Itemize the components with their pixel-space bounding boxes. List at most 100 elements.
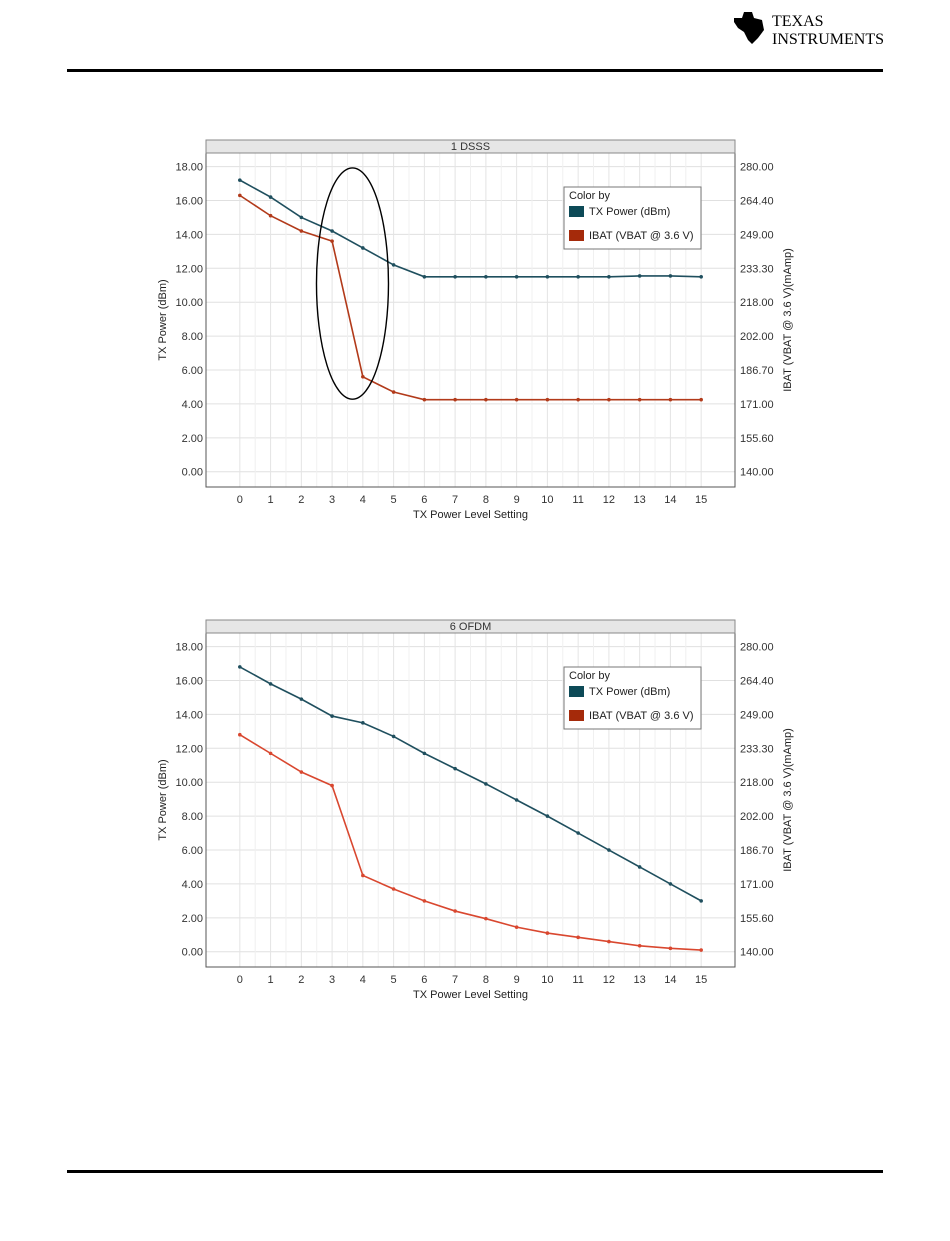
chart-1-y2tick-label: 218.00 — [740, 297, 774, 309]
chart-1-series-0-point — [238, 178, 242, 182]
chart-2-series-1-point — [238, 732, 242, 737]
chart-2-ytick-label: 2.00 — [182, 913, 203, 925]
chart-2-series-0-point — [514, 798, 519, 802]
chart-2-legend-label-1: IBAT (VBAT @ 3.6 V) — [589, 710, 694, 722]
chart-1-ytick-label: 18.00 — [175, 162, 203, 174]
chart-2-xtick-label: 6 — [421, 974, 427, 986]
chart-1-title: 1 DSSS — [451, 141, 490, 153]
chart-1-series-1-point — [607, 397, 611, 402]
chart-1-xtick-label: 11 — [572, 494, 583, 506]
chart-1-series-0-point — [391, 263, 396, 267]
chart-2-series-0-line — [239, 666, 702, 902]
chart-2-y2tick-label: 155.60 — [740, 913, 774, 925]
chart-2-legend-title: Color by — [569, 670, 610, 682]
chart-2-ytick-label: 18.00 — [175, 642, 203, 654]
chart-1-series-1-point — [238, 193, 242, 198]
logo-text-instruments: INSTRUMENTS — [772, 31, 884, 48]
chart-1-title-bar — [205, 139, 736, 154]
chart-2-series-1-point — [576, 935, 580, 940]
chart-2-series-0-point — [391, 734, 396, 739]
chart-2-xtick-label: 9 — [514, 974, 520, 986]
chart-1-series-1-point — [299, 229, 304, 233]
chart-2-series-0-point — [330, 714, 334, 718]
chart-2-ytick-label: 6.00 — [182, 845, 203, 857]
chart-2-y2tick-label: 280.00 — [740, 642, 774, 654]
chart-2-xtick-label: 15 — [695, 974, 707, 986]
chart-2-series-1-point — [699, 948, 703, 952]
chart-1-xtick-label: 10 — [541, 494, 553, 506]
chart-1-y2tick-label: 171.00 — [740, 399, 774, 411]
chart-2-series-1-point — [668, 946, 673, 951]
chart-1-ytick-label: 12.00 — [175, 263, 203, 275]
chart-1-xtick-label: 13 — [634, 494, 646, 506]
chart-1-series-1-point — [545, 397, 550, 402]
chart-1-xtick-label: 4 — [360, 494, 366, 506]
chart-1-series-0-point — [299, 215, 304, 220]
chart-2-ytick-label: 12.00 — [175, 743, 203, 755]
chart-1-series-0-point — [422, 274, 427, 279]
chart-2-title: 6 OFDM — [450, 621, 492, 633]
chart-2-y2tick-label: 202.00 — [740, 811, 774, 823]
chart-2-series-0-point — [268, 682, 273, 686]
chart-2-y2tick-label: 186.70 — [740, 845, 774, 857]
chart-1-ytick-label: 16.00 — [175, 195, 203, 207]
chart-1-xtick-label: 12 — [603, 494, 615, 506]
chart-2-series-0-point — [668, 882, 673, 886]
chart-2-ytick-label: 4.00 — [182, 879, 203, 891]
chart-2-xtick-label: 5 — [391, 974, 397, 986]
chart-2-series-1-point — [514, 925, 519, 929]
chart-1-series-0-point — [514, 274, 519, 279]
chart-2-xtick-label: 13 — [634, 974, 646, 986]
chart-2-series-1-point — [422, 899, 427, 903]
chart-1-series-1-point — [422, 397, 427, 402]
chart-1-series-1-point — [576, 397, 580, 402]
chart-2-ytick-label: 10.00 — [175, 777, 203, 789]
chart-1-series-0-point — [699, 274, 703, 279]
chart-2-y2tick-label: 171.00 — [740, 879, 774, 891]
chart-2-y2tick-label: 233.30 — [740, 743, 774, 755]
chart-1-xtick-label: 3 — [329, 494, 335, 506]
ti-state-icon — [734, 12, 764, 44]
chart-2-series-0-point — [453, 766, 457, 771]
chart-1-xtick-label: 1 — [268, 494, 274, 506]
chart-2-series-1-point — [391, 887, 396, 891]
chart-1-series-0-point — [637, 274, 642, 278]
chart-2-xtick-label: 12 — [603, 974, 615, 986]
chart-2-xtick-label: 0 — [237, 974, 243, 986]
chart-2-y2tick-label: 249.00 — [740, 709, 774, 721]
chart-1-xtick-label: 2 — [298, 494, 304, 506]
chart-1-y2label: IBAT (VBAT @ 3.6 V)(mAmp) — [782, 248, 794, 392]
chart-1-ytick-label: 10.00 — [175, 297, 203, 309]
chart-2-legend-swatch-1 — [569, 710, 584, 721]
chart-2-series-1-point — [607, 939, 611, 944]
chart-1-series-0-point — [668, 274, 673, 278]
chart-1-legend-swatch-1 — [569, 230, 584, 241]
chart-1-xtick-label: 0 — [237, 494, 243, 506]
chart-2-xtick-label: 2 — [298, 974, 304, 986]
chart-6-ofdm: 6 OFDM 0.00 2.00 4.00 6.00 8.00 10.00 12.00 14.0… — [157, 619, 794, 1001]
chart-2-xtick-label: 1 — [268, 974, 274, 986]
chart-1-series-1-point — [391, 390, 396, 394]
chart-2-xtick-label: 14 — [664, 974, 676, 986]
chart-2-legend-box — [563, 666, 702, 730]
chart-2-series-1-point — [545, 931, 550, 935]
chart-2-series-0-point — [422, 751, 427, 756]
chart-2-series-1-point — [453, 909, 457, 913]
chart-1-ytick-label: 4.00 — [182, 399, 203, 411]
chart-1-series-1-point — [668, 397, 673, 402]
chart-2-series-0-point — [637, 865, 642, 869]
chart-2-y2label: IBAT (VBAT @ 3.6 V)(mAmp) — [782, 728, 794, 872]
chart-1-series-1-point — [699, 397, 703, 402]
chart-1-xtick-label: 7 — [452, 494, 458, 506]
chart-2-series-0-point — [299, 697, 304, 701]
footer-rule — [67, 1170, 883, 1173]
chart-2-xtick-label: 3 — [329, 974, 335, 986]
chart-2-legend-label-0: TX Power (dBm) — [589, 686, 670, 698]
chart-2-ytick-label: 16.00 — [175, 675, 203, 687]
chart-2-series-0-point — [484, 782, 488, 786]
chart-1-series-0-point — [330, 229, 334, 233]
chart-2-series-1-point — [361, 873, 365, 878]
chart-1-series-0-line — [239, 179, 702, 278]
chart-1-legend-swatch-0 — [569, 206, 584, 217]
chart-1-legend-box — [563, 186, 702, 250]
